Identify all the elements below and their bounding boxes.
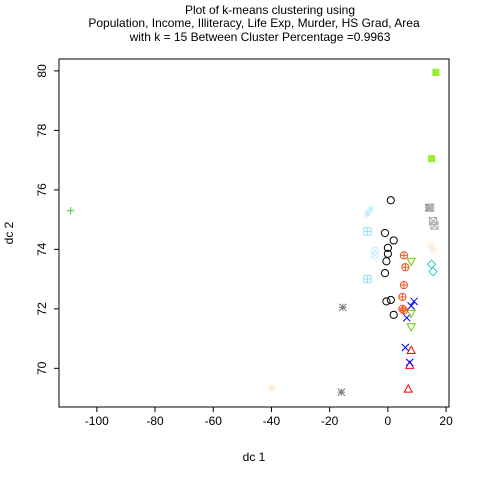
data-point-cluster-1 (380, 228, 390, 238)
x-tick-label: 0 (385, 414, 392, 428)
chart-title-line-3: with k = 15 Between Cluster Percentage =… (129, 30, 391, 44)
x-axis-label: dc 1 (243, 450, 266, 464)
data-point-cluster-1 (386, 196, 395, 205)
x-tick-label: -100 (85, 414, 109, 428)
y-tick-label: 80 (35, 64, 49, 78)
data-point-cluster-1 (386, 295, 395, 305)
data-point-cluster-1 (382, 257, 391, 266)
y-tick-label: 70 (35, 361, 49, 375)
chart-title-line-2: Population, Income, Illiteracy, Life Exp… (88, 16, 420, 30)
x-axis: -100 -80 -60 -40 -20 0 20 (85, 407, 453, 428)
data-point-cluster-1 (389, 310, 398, 319)
data-point-cluster-4 (410, 297, 419, 306)
data-points (67, 68, 440, 397)
data-point-cluster-10 (399, 251, 408, 260)
data-point-cluster-10 (399, 280, 408, 290)
data-point-cluster-1 (383, 249, 392, 258)
x-tick-label: -80 (146, 414, 164, 428)
data-point-cluster-5 (428, 266, 438, 277)
data-point-cluster-10 (398, 292, 407, 302)
data-point-cluster-14 (432, 68, 440, 76)
data-point-cluster-6 (406, 323, 417, 332)
data-point-cluster-4 (407, 301, 416, 310)
data-point-cluster-7 (430, 221, 439, 230)
data-point-cluster-3 (67, 207, 75, 215)
data-point-cluster-13 (363, 227, 372, 236)
y-tick-label: 78 (35, 123, 49, 137)
data-point-cluster-15 (429, 245, 437, 253)
data-point-cluster-2 (403, 383, 414, 393)
data-point-cluster-1 (382, 297, 391, 306)
plot-frame (58, 58, 450, 408)
x-tick-label: 20 (439, 414, 453, 428)
data-point-cluster-1 (383, 243, 392, 252)
x-tick-label: -20 (321, 414, 339, 428)
data-point-cluster-11 (366, 205, 375, 213)
data-point-cluster-8 (337, 388, 346, 397)
data-point-cluster-1 (380, 269, 390, 278)
y-tick-label: 76 (35, 183, 49, 197)
data-point-cluster-6 (406, 309, 417, 319)
data-point-cluster-4 (402, 313, 411, 322)
y-tick-label: 74 (35, 242, 49, 256)
data-point-cluster-10 (399, 306, 408, 315)
data-point-cluster-4 (401, 343, 410, 352)
data-point-cluster-10 (401, 263, 410, 272)
data-point-cluster-2 (406, 345, 417, 354)
data-point-cluster-9 (425, 203, 435, 213)
y-tick-label: 72 (35, 302, 49, 316)
y-axis-label: dc 2 (2, 221, 16, 244)
data-point-cluster-14 (427, 155, 436, 163)
data-point-cluster-6 (406, 257, 417, 267)
data-point-cluster-10 (398, 304, 407, 313)
data-point-cluster-15 (267, 384, 276, 392)
data-point-cluster-1 (389, 236, 398, 245)
data-point-cluster-12 (370, 251, 379, 260)
data-point-cluster-8 (338, 303, 347, 312)
y-axis: 70 72 74 76 78 80 (35, 64, 59, 375)
data-point-cluster-11 (363, 210, 372, 218)
x-tick-label: -40 (263, 414, 281, 428)
data-point-cluster-4 (405, 358, 414, 367)
x-tick-label: -60 (205, 414, 223, 428)
chart-title-line-1: Plot of k-means clustering using (185, 3, 355, 17)
data-point-cluster-13 (363, 275, 372, 284)
